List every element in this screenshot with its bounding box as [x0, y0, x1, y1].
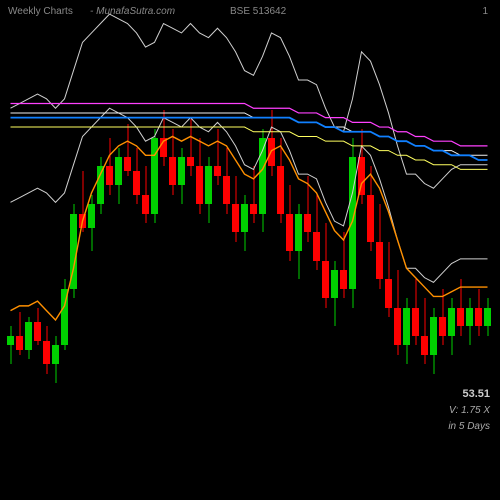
candle — [70, 30, 77, 430]
candle — [313, 30, 320, 430]
candle — [250, 30, 257, 430]
candle — [475, 30, 482, 430]
candle — [403, 30, 410, 430]
candle — [79, 30, 86, 430]
candle — [223, 30, 230, 430]
candle — [43, 30, 50, 430]
candle — [331, 30, 338, 430]
candle — [367, 30, 374, 430]
candle — [7, 30, 14, 430]
chart-title: Weekly Charts — [8, 6, 73, 17]
candle — [322, 30, 329, 430]
candle — [124, 30, 131, 430]
candle — [61, 30, 68, 430]
candle — [160, 30, 167, 430]
last-price: 53.51 — [462, 388, 490, 400]
volume-label: V: 1.75 X — [449, 405, 490, 416]
candle — [286, 30, 293, 430]
candle — [466, 30, 473, 430]
candle — [277, 30, 284, 430]
candle — [52, 30, 59, 430]
candle — [304, 30, 311, 430]
candle — [88, 30, 95, 430]
candle — [241, 30, 248, 430]
candle — [16, 30, 23, 430]
candle — [385, 30, 392, 430]
candle — [484, 30, 491, 430]
candle — [412, 30, 419, 430]
candle — [133, 30, 140, 430]
candle — [394, 30, 401, 430]
candle — [142, 30, 149, 430]
candle — [196, 30, 203, 430]
candle — [187, 30, 194, 430]
candle — [358, 30, 365, 430]
days-label: in 5 Days — [448, 421, 490, 432]
candle — [214, 30, 221, 430]
candle — [25, 30, 32, 430]
candle — [340, 30, 347, 430]
candle — [259, 30, 266, 430]
candle — [232, 30, 239, 430]
candle — [457, 30, 464, 430]
candle — [97, 30, 104, 430]
candle — [421, 30, 428, 430]
candlestick-chart[interactable] — [0, 30, 500, 430]
candle — [430, 30, 437, 430]
candle — [448, 30, 455, 430]
chart-source: - MunafaSutra.com — [90, 6, 175, 17]
candle — [106, 30, 113, 430]
candle — [268, 30, 275, 430]
chart-header: Weekly Charts - MunafaSutra.com BSE 5136… — [0, 6, 500, 26]
candle — [178, 30, 185, 430]
candle — [439, 30, 446, 430]
chart-ticker: BSE 513642 — [230, 6, 286, 17]
candle — [376, 30, 383, 430]
candle — [34, 30, 41, 430]
candle — [295, 30, 302, 430]
candle — [205, 30, 212, 430]
candle — [349, 30, 356, 430]
candle — [115, 30, 122, 430]
chart-right-num: 1 — [482, 6, 488, 17]
candle — [151, 30, 158, 430]
candle — [169, 30, 176, 430]
